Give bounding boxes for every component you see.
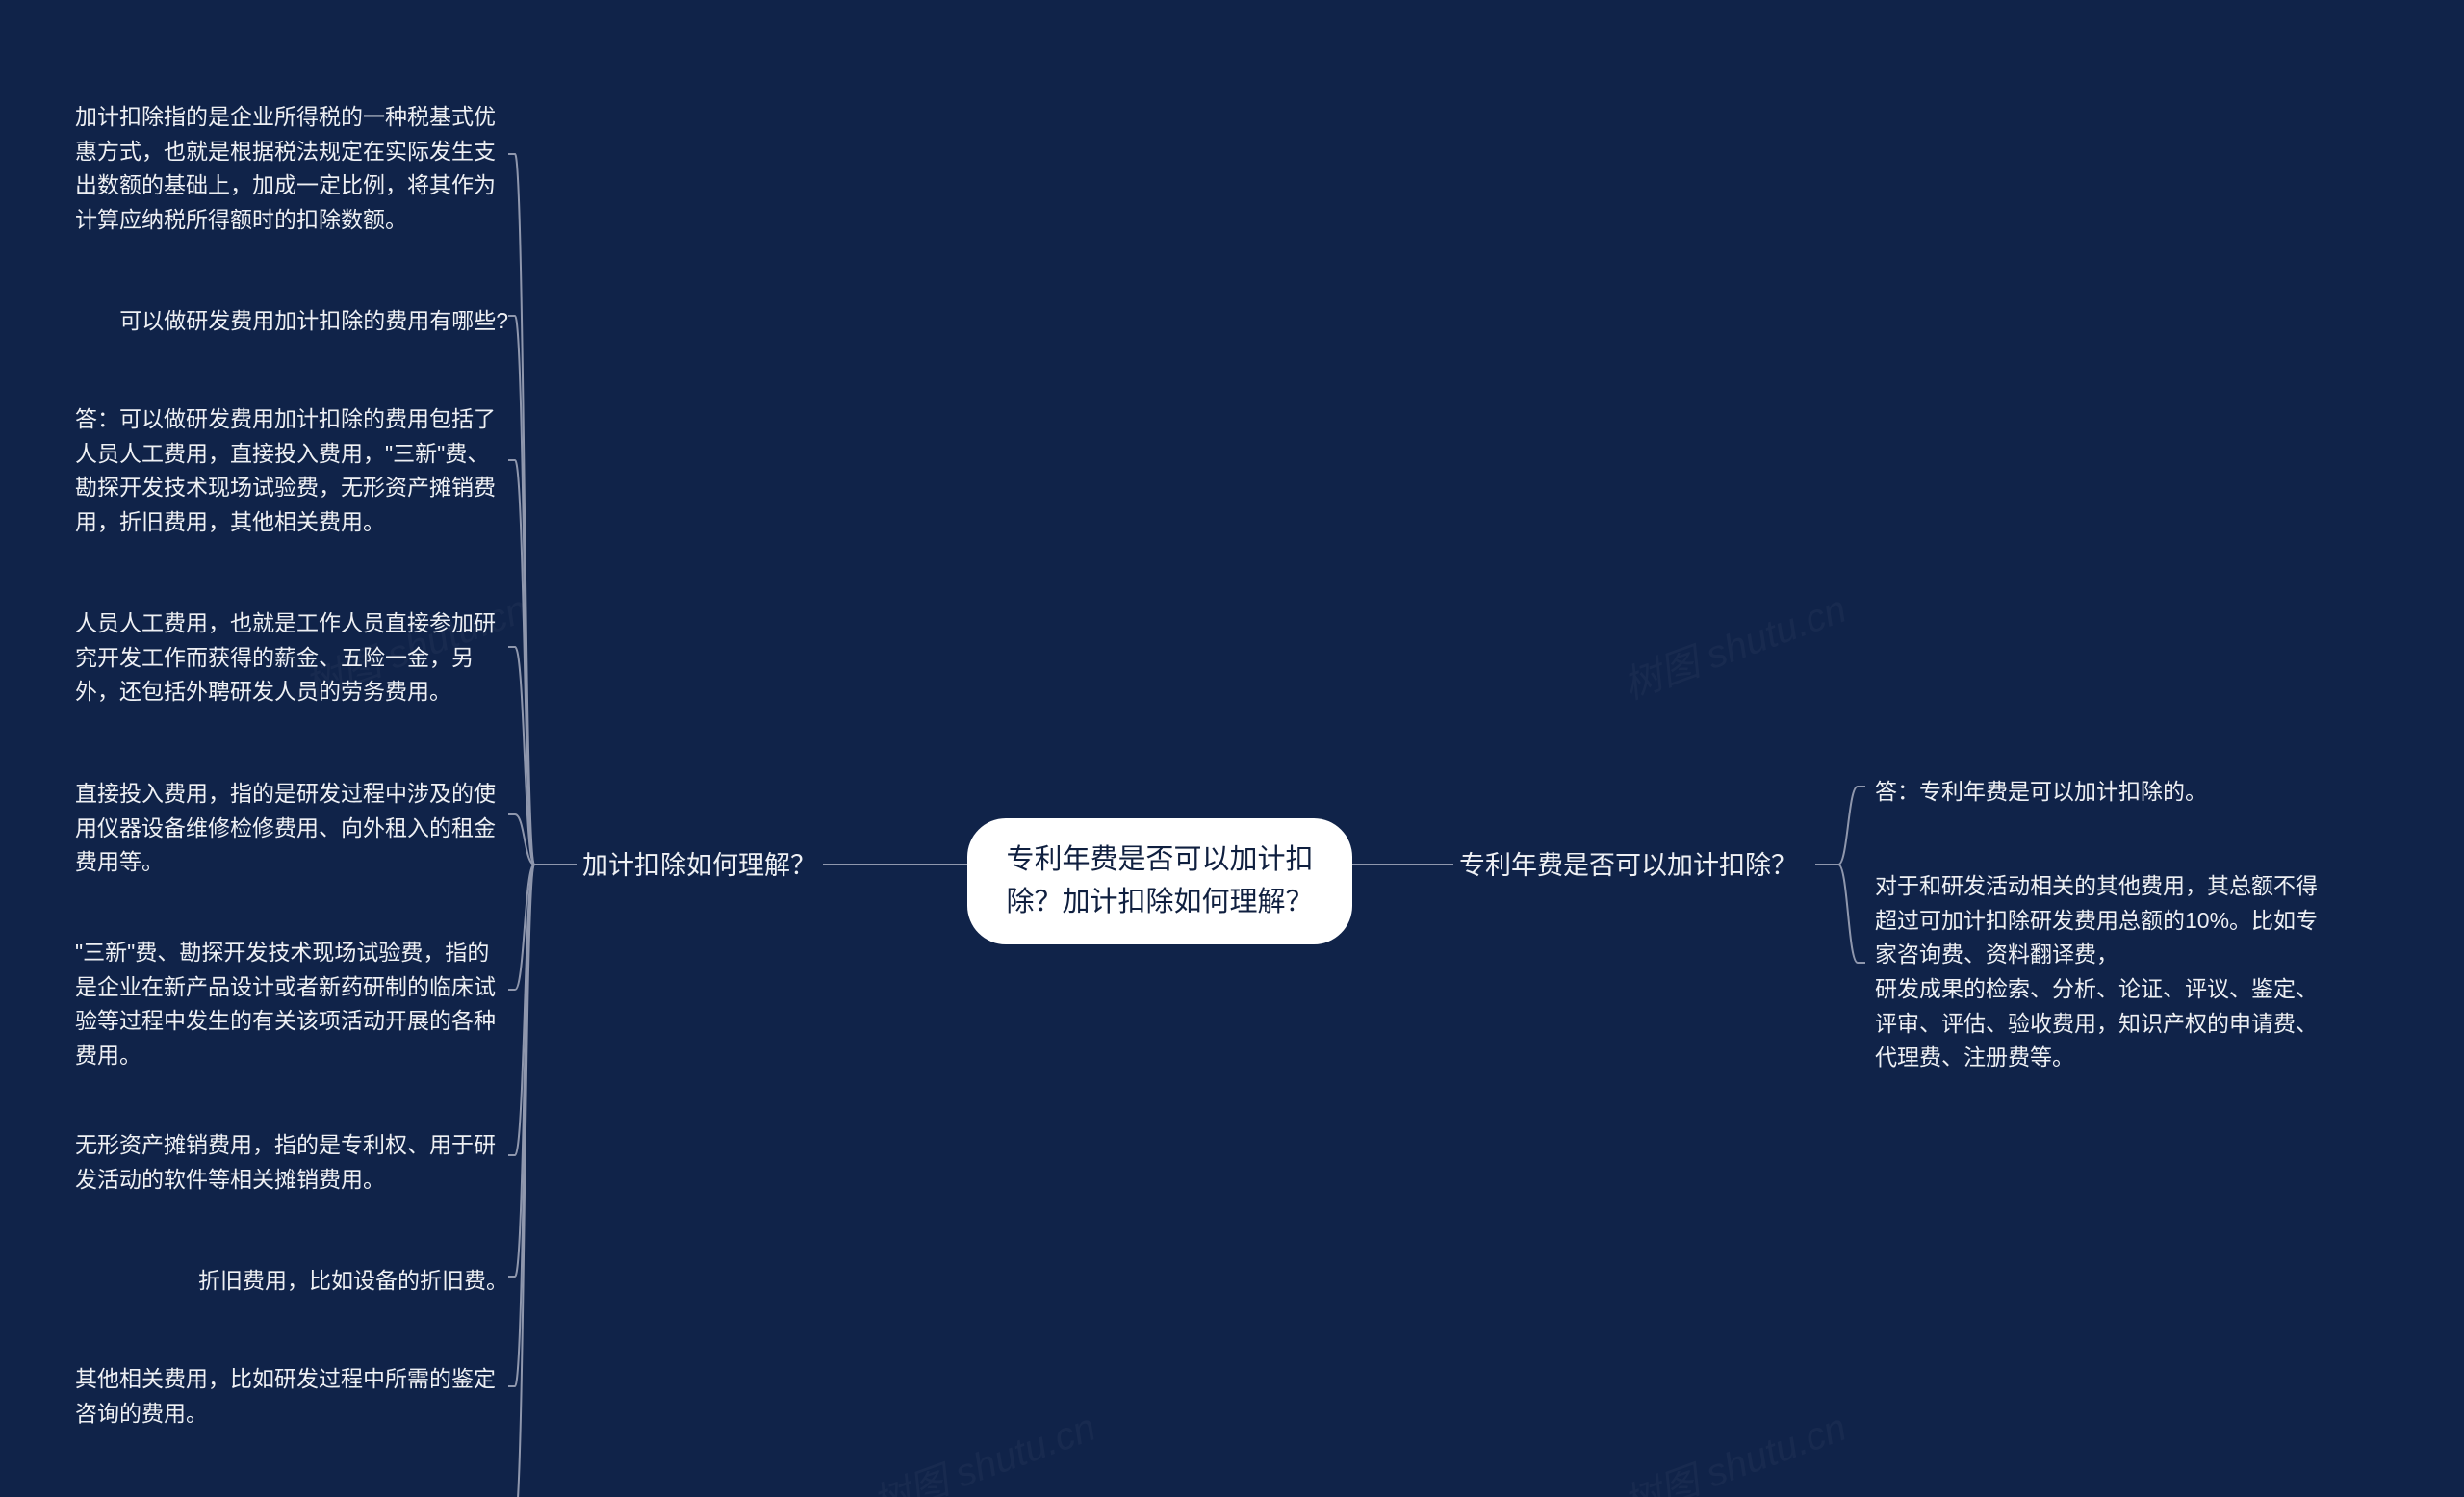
left-leaf: 人员人工费用，也就是工作人员直接参加研究开发工作而获得的薪金、五险一金，另外，还… (75, 607, 508, 710)
watermark: 树图 shutu.cn (1614, 1396, 1853, 1497)
watermark: 树图 shutu.cn (1614, 578, 1853, 710)
root-text-line2: 除？加计扣除如何理解？ (1006, 887, 1313, 917)
right-leaf: 对于和研发活动相关的其他费用，其总额不得超过可加计扣除研发费用总额的10%。比如… (1875, 869, 2337, 1075)
left-branch-label: 加计扣除如何理解？ (582, 846, 816, 886)
left-leaf: 无形资产摊销费用，指的是专利权、用于研发活动的软件等相关摊销费用。 (75, 1128, 508, 1197)
root-text-line1: 专利年费是否可以加计扣 (1006, 844, 1313, 875)
left-leaf: 其他相关费用，比如研发过程中所需的鉴定咨询的费用。 (75, 1362, 508, 1431)
left-leaf: 直接投入费用，指的是研发过程中涉及的使用仪器设备维修检修费用、向外租入的租金费用… (75, 777, 508, 880)
root-node: 专利年费是否可以加计扣 除？加计扣除如何理解？ (967, 818, 1352, 944)
left-leaf: 折旧费用，比如设备的折旧费。 (75, 1264, 508, 1299)
right-branch-label: 专利年费是否可以加计扣除？ (1459, 846, 1797, 886)
right-leaf: 答：专利年费是可以加计扣除的。 (1875, 775, 2337, 810)
left-leaf: 加计扣除指的是企业所得税的一种税基式优惠方式，也就是根据税法规定在实际发生支出数… (75, 100, 508, 238)
left-leaf: 可以做研发费用加计扣除的费用有哪些? (75, 304, 508, 339)
left-leaf: "三新"费、勘探开发技术现场试验费，指的是企业在新产品设计或者新药研制的临床试验… (75, 936, 508, 1073)
left-leaf: 答：可以做研发费用加计扣除的费用包括了人员人工费用，直接投入费用，"三新"费、勘… (75, 402, 508, 540)
watermark: 树图 shutu.cn (863, 1396, 1102, 1497)
